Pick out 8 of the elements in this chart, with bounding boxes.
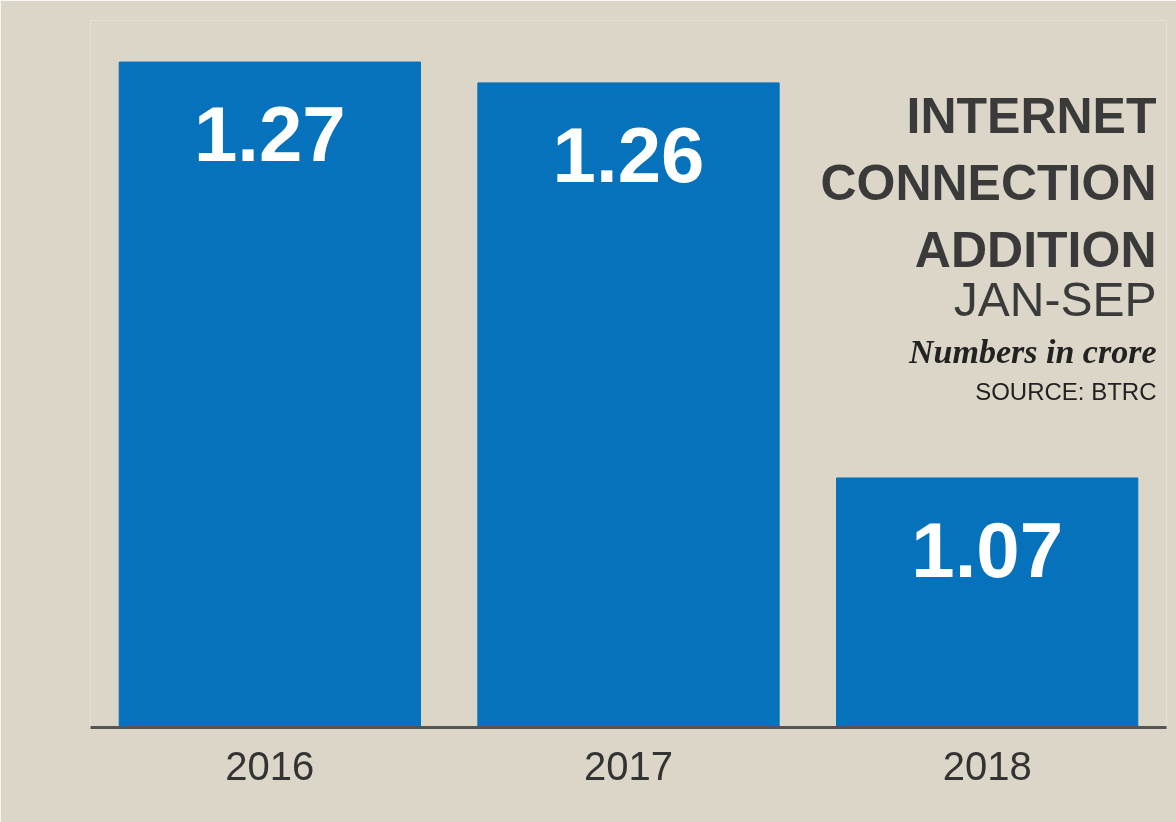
data-label: 1.26 xyxy=(552,110,705,199)
x-tick-label: 2018 xyxy=(942,743,1032,788)
data-label: 1.27 xyxy=(193,90,346,179)
annotation: SOURCE: BTRC xyxy=(975,377,1157,405)
x-tick-label: 2017 xyxy=(584,743,673,788)
x-tick-label: 2016 xyxy=(225,743,315,788)
annotation: Numbers in crore xyxy=(908,332,1157,370)
data-label: 1.07 xyxy=(911,505,1064,594)
